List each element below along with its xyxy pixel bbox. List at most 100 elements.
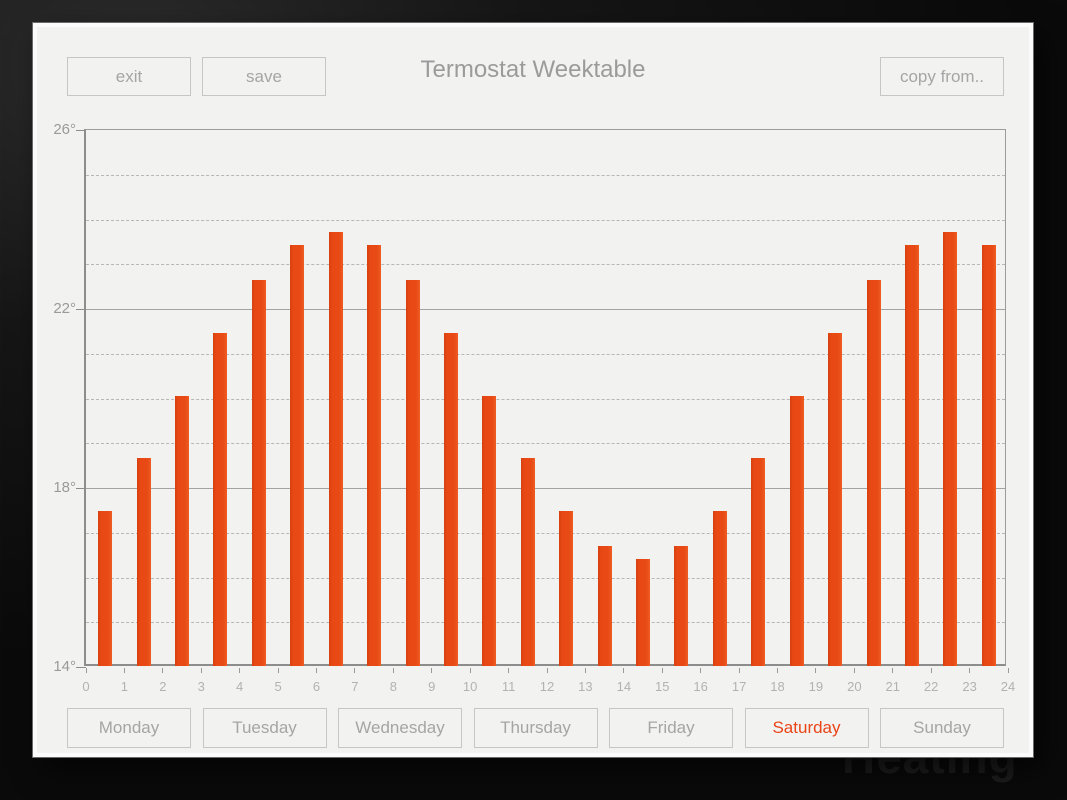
- temperature-bar-hour-10[interactable]: [482, 395, 497, 666]
- gridline-dashed-15: [86, 622, 1005, 624]
- temperature-bar-hour-14[interactable]: [636, 558, 651, 666]
- temperature-bar-hour-7[interactable]: [367, 244, 382, 666]
- temperature-bar-hour-8[interactable]: [405, 280, 420, 666]
- temperature-bar-hour-13[interactable]: [597, 546, 612, 666]
- x-tick-12: [546, 668, 548, 673]
- x-axis-label-18: 18: [770, 679, 785, 694]
- temperature-bar-hour-6[interactable]: [328, 232, 343, 666]
- x-tick-7: [354, 668, 356, 673]
- x-tick-9: [431, 668, 433, 673]
- day-tab-tuesday[interactable]: Tuesday: [202, 708, 327, 748]
- x-tick-6: [316, 668, 317, 673]
- temperature-bar-hour-18[interactable]: [789, 395, 804, 666]
- gridline-dashed-16: [86, 577, 1005, 579]
- exit-button[interactable]: exit: [67, 57, 191, 96]
- x-tick-21: [892, 668, 894, 673]
- temperature-bar-hour-0[interactable]: [98, 510, 113, 666]
- x-axis-label-16: 16: [693, 679, 708, 694]
- copy-from-button[interactable]: copy from..: [880, 57, 1004, 96]
- x-tick-24: [1007, 668, 1009, 673]
- x-axis-label-24: 24: [1000, 679, 1016, 694]
- temperature-bar-hour-3[interactable]: [213, 332, 228, 666]
- x-axis-label-11: 11: [501, 679, 516, 694]
- temperature-bar-hour-5[interactable]: [290, 244, 305, 666]
- temperature-bar-hour-17[interactable]: [751, 458, 766, 666]
- x-axis-label-10: 10: [462, 679, 478, 694]
- gridline-solid-18: [86, 488, 1005, 489]
- x-tick-1: [123, 668, 125, 673]
- y-tick-18: [76, 488, 86, 489]
- x-axis-label-2: 2: [159, 679, 167, 694]
- x-tick-23: [969, 668, 971, 673]
- x-axis-label-17: 17: [731, 679, 747, 694]
- y-axis-label-14: 14°: [53, 658, 76, 675]
- temperature-bar-hour-16[interactable]: [712, 510, 727, 666]
- y-tick-26: [76, 130, 86, 131]
- x-axis-label-21: 21: [885, 679, 900, 694]
- x-tick-16: [700, 668, 702, 673]
- x-tick-18: [777, 668, 778, 673]
- temperature-bar-hour-9[interactable]: [443, 332, 458, 666]
- gridline-solid-22: [86, 309, 1005, 310]
- x-axis-label-13: 13: [578, 679, 593, 694]
- day-tab-saturday[interactable]: Saturday: [744, 708, 869, 748]
- x-tick-13: [584, 668, 586, 673]
- x-tick-2: [162, 668, 164, 673]
- x-axis-label-19: 19: [808, 679, 824, 694]
- gridline-dashed-23: [86, 264, 1005, 266]
- temperature-bar-hour-1[interactable]: [136, 458, 151, 666]
- gridline-dashed-19: [86, 443, 1005, 445]
- gridline-dashed-24: [86, 219, 1005, 221]
- page-title: Termostat Weektable: [420, 56, 646, 83]
- x-axis-label-3: 3: [197, 679, 205, 694]
- thermostat-weektable-panel: exit save Termostat Weektable copy from.…: [33, 23, 1033, 757]
- day-tab-monday[interactable]: Monday: [67, 708, 191, 748]
- gridline-dashed-17: [86, 532, 1005, 534]
- x-tick-22: [930, 668, 932, 673]
- x-tick-17: [738, 668, 740, 673]
- temperature-bar-hour-2[interactable]: [175, 395, 190, 666]
- x-tick-0: [85, 668, 87, 673]
- y-tick-22: [76, 309, 86, 310]
- temperature-bar-hour-21[interactable]: [904, 244, 919, 666]
- x-tick-10: [469, 668, 471, 673]
- save-button[interactable]: save: [202, 57, 326, 96]
- gridline-dashed-21: [86, 353, 1005, 355]
- day-tab-friday[interactable]: Friday: [609, 708, 733, 748]
- temperature-bar-hour-23[interactable]: [981, 244, 996, 666]
- temperature-bar-hour-11[interactable]: [520, 458, 535, 666]
- temperature-bar-hour-15[interactable]: [674, 546, 689, 666]
- day-tab-wednesday[interactable]: Wednesday: [338, 708, 462, 748]
- x-axis-label-0: 0: [82, 679, 90, 694]
- x-axis-label-5: 5: [274, 679, 282, 694]
- x-axis-label-12: 12: [539, 679, 555, 694]
- x-axis-label-6: 6: [312, 679, 321, 694]
- x-tick-8: [392, 668, 394, 673]
- x-axis-label-15: 15: [655, 679, 670, 694]
- x-tick-19: [815, 668, 817, 673]
- y-axis-label-22: 22°: [53, 300, 76, 317]
- x-axis-label-8: 8: [389, 679, 397, 694]
- temperature-bar-hour-20[interactable]: [866, 280, 881, 666]
- day-tab-sunday[interactable]: Sunday: [880, 708, 1004, 748]
- x-axis-label-7: 7: [351, 679, 359, 694]
- x-axis-label-1: 1: [120, 679, 129, 694]
- x-tick-4: [239, 668, 241, 673]
- day-tab-thursday[interactable]: Thursday: [473, 708, 598, 748]
- temperature-bar-hour-4[interactable]: [251, 280, 266, 666]
- x-axis-label-14: 14: [616, 679, 632, 694]
- y-axis-label-18: 18°: [53, 479, 76, 496]
- temperature-bar-hour-19[interactable]: [828, 332, 843, 666]
- x-axis-label-4: 4: [236, 679, 244, 694]
- temperature-bar-hour-22[interactable]: [943, 232, 958, 666]
- gridline-dashed-20: [86, 398, 1005, 400]
- gridline-dashed-25: [86, 174, 1005, 176]
- x-tick-5: [277, 668, 279, 673]
- temperature-bar-hour-12[interactable]: [559, 510, 574, 666]
- day-tabs: Monday Tuesday Wednesday Thursday Friday Satu…: [67, 708, 1004, 748]
- temperature-chart: 26° 22° 18° 14° 0 1 2 3 4 5 6 7 8 9 10 11 12 13 14 15 16 17 18…: [53, 121, 1015, 694]
- x-tick-14: [623, 668, 625, 673]
- x-axis-label-20: 20: [847, 679, 862, 694]
- x-tick-15: [661, 668, 663, 673]
